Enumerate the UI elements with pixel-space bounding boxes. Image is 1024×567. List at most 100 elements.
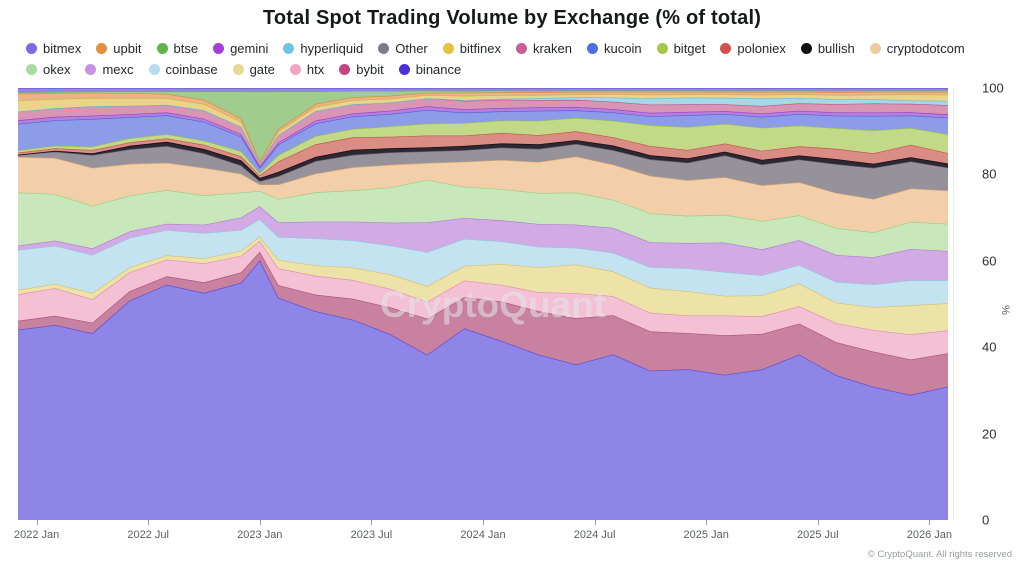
y-axis-label: 40 [982,339,997,355]
legend-label: bitfinex [459,40,501,56]
legend: bitmex upbit btse gemini hyperliquid Other bit… [26,38,1016,80]
area-htx [18,240,948,360]
area-cryptodotcom [18,156,948,233]
x-axis-label: 2025 Jan [683,529,729,541]
x-axis-label: 2022 Jul [127,529,169,541]
legend-item-bullish[interactable]: bullish [800,40,855,56]
plot-area[interactable] [18,88,948,520]
legend-label: bybit [356,61,384,77]
legend-dot-gemini [213,42,225,54]
legend-dot-Other [378,42,390,54]
legend-dot-mexc [85,63,97,75]
legend-item-okex[interactable]: okex [26,62,70,77]
legend-item-kucoin[interactable]: kucoin [587,41,642,56]
legend-item-Other[interactable]: Other [378,41,428,56]
legend-item-gate[interactable]: gate [232,61,275,77]
legend-label: gate [249,61,275,77]
legend-item-btse[interactable]: btse [156,40,199,56]
legend-label: bitget [673,40,706,56]
legend-label: binance [415,61,462,77]
legend-dot-cryptodotcom [869,42,881,54]
edge-Other [18,143,948,182]
legend-label: htx [306,61,325,77]
legend-label: bullish [817,40,855,56]
y-axis-label: 100 [982,80,1004,96]
area-bitmex [18,88,948,93]
x-axis-tick [148,520,150,525]
legend-item-upbit[interactable]: upbit [96,40,142,56]
legend-dot-binance [398,63,410,75]
x-axis-tick [817,520,819,525]
legend-label: mexc [102,61,134,77]
legend-item-bitget[interactable]: bitget [656,40,706,56]
legend-item-htx[interactable]: htx [289,61,325,77]
legend-dot-bybit [339,63,351,75]
x-axis-label: 2022 Jan [13,529,60,541]
x-axis-tick [259,520,261,525]
x-axis-tick [371,520,373,525]
legend-item-bitfinex[interactable]: bitfinex [442,40,501,56]
x-axis-tick [483,520,484,525]
legend-dot-kucoin [587,42,598,54]
legend-item-poloniex[interactable]: poloniex [720,40,786,56]
area-mexc [18,206,948,285]
y-axis-unit: % [998,305,1011,315]
legend-label: cryptodotcom [886,40,965,56]
legend-dot-bitfinex [442,42,454,54]
y-axis-label: 0 [982,512,990,528]
legend-label: kraken [532,40,572,56]
legend-dot-bullish [800,42,812,54]
legend-label: poloniex [737,40,786,56]
y-axis-label: 80 [982,166,997,182]
x-axis-label: 2024 Jul [573,529,616,541]
y-axis-line [953,88,954,520]
legend-item-bitmex[interactable]: bitmex [26,41,81,56]
legend-dot-bitmex [26,42,37,54]
legend-label: bitmex [43,40,82,56]
stacked-area-chart[interactable] [18,88,948,520]
legend-dot-poloniex [720,42,732,54]
legend-row-1: bitmex upbit btse gemini hyperliquid Other bit… [26,38,1016,58]
area-kucoin [18,110,948,173]
legend-label: gemini [230,40,269,56]
legend-dot-kraken [515,42,527,54]
legend-dot-bitget [656,42,668,54]
legend-item-cryptodotcom[interactable]: cryptodotcom [869,40,965,56]
legend-dot-coinbase [148,63,160,75]
area-gate [18,236,948,335]
x-axis: 2022 Jan 2022 Jul 2023 Jan 2023 Jul 2024 Jan… [0,520,1024,545]
x-axis-label: 2023 Jul [350,529,393,541]
legend-label: hyperliquid [300,40,364,56]
legend-dot-htx [289,63,301,75]
legend-dot-upbit [96,42,108,54]
edge-bitfinex [18,93,948,163]
legend-label: btse [173,40,199,56]
legend-row-2: okex mexc coinbase gate htx bybit binance [26,59,1016,79]
x-axis-tick [36,520,38,525]
x-axis-tick [929,520,931,525]
legend-dot-gate [232,63,244,75]
legend-item-gemini[interactable]: gemini [213,41,268,56]
legend-item-binance[interactable]: binance [398,61,462,77]
legend-item-hyperliquid[interactable]: hyperliquid [283,41,363,56]
x-axis-label: 2026 Jan [906,529,953,541]
legend-dot-hyperliquid [283,42,295,54]
legend-item-kraken[interactable]: kraken [515,40,572,56]
y-axis-label: 20 [982,426,997,442]
legend-item-mexc[interactable]: mexc [85,61,134,77]
legend-label: kucoin [604,40,642,56]
legend-item-bybit[interactable]: bybit [339,61,384,77]
area-bitget [18,117,948,176]
legend-dot-okex [26,63,37,75]
legend-item-coinbase[interactable]: coinbase [148,62,218,77]
x-axis-label: 2023 Jan [237,529,283,541]
x-axis-tick [706,520,708,525]
copyright-text: © CryptoQuant. All rights reserved [867,549,1012,560]
area-bitfinex [18,94,948,163]
x-axis-label: 2024 Jan [460,529,506,541]
area-okex [18,180,948,258]
legend-label: upbit [113,40,142,56]
area-coinbase [18,219,948,308]
chart-title: Total Spot Trading Volume by Exchange (%… [262,7,762,29]
